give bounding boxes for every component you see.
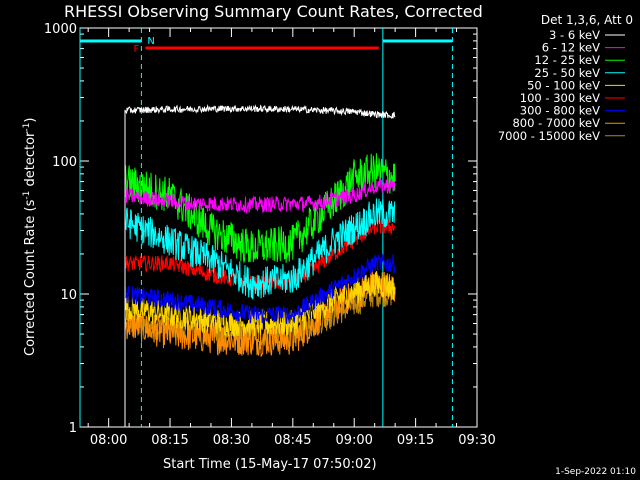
- legend-label: 12 - 25 keV: [534, 53, 600, 67]
- x-tick-label: 09:15: [397, 433, 434, 448]
- y-tick-label: 10: [60, 288, 77, 303]
- flare-flag-label: F: [133, 44, 139, 55]
- x-tick-label: 08:30: [213, 433, 250, 448]
- y-axis-label-exp1: -1: [22, 191, 32, 200]
- legend-label: 6 - 12 keV: [542, 41, 600, 55]
- series-line: [124, 198, 396, 427]
- series-layer: [124, 104, 396, 427]
- legend-label: 800 - 7000 keV: [512, 116, 600, 130]
- series-line: [124, 271, 396, 427]
- legend-label: 25 - 50 keV: [534, 66, 600, 80]
- y-axis: 1 10 100 1000: [44, 22, 477, 436]
- series-line: [124, 254, 396, 427]
- legend-label: 100 - 300 keV: [520, 91, 600, 105]
- legend-label: 300 - 800 keV: [520, 104, 600, 118]
- y-axis-label-main: Corrected Count Rate (s: [23, 199, 38, 356]
- y-tick-label: 100: [52, 155, 77, 170]
- footer-timestamp: 1-Sep-2022 01:10: [555, 467, 636, 477]
- legend-label: 7000 - 15000 keV: [498, 129, 600, 143]
- x-tick-label: 08:00: [90, 433, 127, 448]
- y-axis-label-exp2: -1: [22, 123, 32, 132]
- x-axis-label: Start Time (15-May-17 07:50:02): [163, 457, 377, 472]
- chart-title: RHESSI Observing Summary Count Rates, Co…: [64, 2, 483, 21]
- x-axis: 08:00 08:15 08:30 08:45 09:00 09:15 09:30: [87, 28, 496, 448]
- x-tick-label: 09:00: [335, 433, 372, 448]
- x-tick-label: 08:15: [151, 433, 188, 448]
- x-tick-label: 09:30: [458, 433, 495, 448]
- night-flag-label: N: [147, 36, 154, 47]
- series-line: [124, 153, 396, 427]
- y-tick-label: 1000: [44, 22, 77, 37]
- legend-label: 50 - 100 keV: [527, 78, 600, 92]
- legend-title: Det 1,3,6, Att 0: [541, 13, 633, 27]
- y-axis-label-end: ): [23, 118, 38, 123]
- x-tick-label: 08:45: [274, 433, 311, 448]
- y-tick-label: 1: [69, 421, 77, 436]
- series-line: [124, 177, 396, 427]
- y-axis-label: Corrected Count Rate (s-1 detector-1): [22, 118, 38, 356]
- y-axis-label-mid: detector: [23, 131, 38, 191]
- series-line: [124, 104, 396, 427]
- legend-label: 3 - 6 keV: [549, 28, 600, 42]
